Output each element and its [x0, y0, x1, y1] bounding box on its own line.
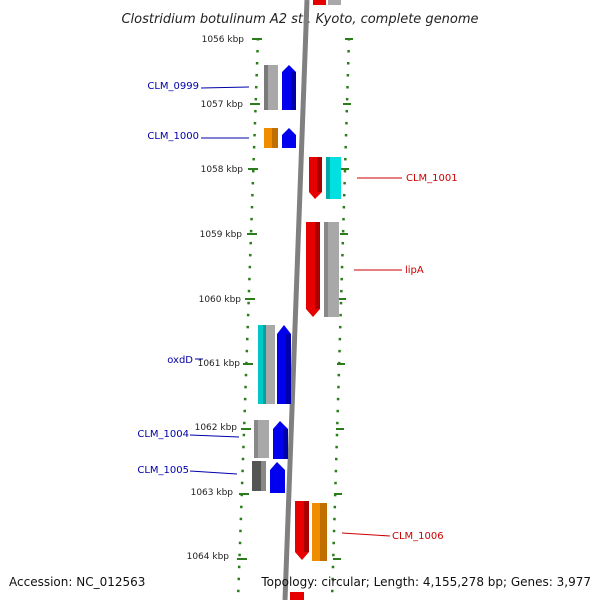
gene-clm-1006-orange[interactable]: [312, 503, 327, 561]
tick-marks: [237, 38, 353, 560]
gene-clm-1001-cyan[interactable]: [326, 157, 341, 199]
gene-lipa-red[interactable]: [306, 222, 320, 317]
gene-bottom-cut[interactable]: [290, 592, 304, 600]
tick-label: 1062 kbp: [195, 423, 238, 433]
tick-label: 1061 kbp: [198, 359, 241, 369]
gene-oxdd-grey[interactable]: [266, 325, 275, 404]
tick-label: 1058 kbp: [201, 165, 244, 175]
gene-clm-1000-orange[interactable]: [264, 128, 278, 148]
gene-label-clm-1004[interactable]: CLM_1004: [137, 429, 189, 440]
gene-label-clm-1005[interactable]: CLM_1005: [137, 465, 189, 476]
tick-label: 1063 kbp: [191, 488, 234, 498]
gene-clm-0999-grey[interactable]: [264, 65, 278, 110]
genome-summary: Topology: circular; Length: 4,155,278 bp…: [260, 575, 591, 589]
gene-clm-1001-red[interactable]: [309, 157, 322, 199]
gene-clm-0999-blue[interactable]: [282, 65, 296, 110]
gene-lipa-grey[interactable]: [324, 222, 339, 317]
gene-clm-1005-darkgrey[interactable]: [252, 461, 266, 491]
gene-oxdd-blue[interactable]: [277, 325, 291, 404]
gene-clm-1005-blue[interactable]: [270, 462, 285, 493]
gene-top-cut[interactable]: [313, 0, 341, 5]
gene-clm-1000-blue[interactable]: [282, 128, 296, 148]
tick-label: 1064 kbp: [187, 552, 230, 562]
tick-labels: 1056 kbp 1057 kbp 1058 kbp 1059 kbp 1060…: [187, 35, 245, 562]
tick-label: 1056 kbp: [202, 35, 245, 45]
gene-label-oxdd[interactable]: oxdD: [167, 355, 193, 366]
tick-label: 1060 kbp: [199, 295, 242, 305]
gene-label-lipa[interactable]: lipA: [405, 265, 424, 276]
right-dotted-track: [330, 37, 351, 600]
gene-label-clm-1001[interactable]: CLM_1001: [406, 173, 458, 184]
accession-label: Accession: NC_012563: [9, 575, 145, 589]
gene-clm-1006-red[interactable]: [295, 501, 309, 560]
tick-label: 1059 kbp: [200, 230, 243, 240]
genome-backbone: [282, 0, 310, 600]
gene-oxdd-cyan[interactable]: [258, 325, 267, 404]
left-dotted-track: [236, 37, 260, 600]
map-title: Clostridium botulinum A2 str. Kyoto, com…: [121, 12, 478, 27]
gene-clm-1004-grey[interactable]: [254, 420, 269, 458]
gene-label-clm-0999[interactable]: CLM_0999: [147, 81, 199, 92]
tick-label: 1057 kbp: [201, 100, 244, 110]
gene-clm-1004-blue[interactable]: [273, 421, 288, 459]
gene-label-clm-1006[interactable]: CLM_1006: [392, 531, 444, 542]
gene-label-leader-lines: [189, 86, 402, 537]
gene-label-clm-1000[interactable]: CLM_1000: [147, 131, 199, 142]
